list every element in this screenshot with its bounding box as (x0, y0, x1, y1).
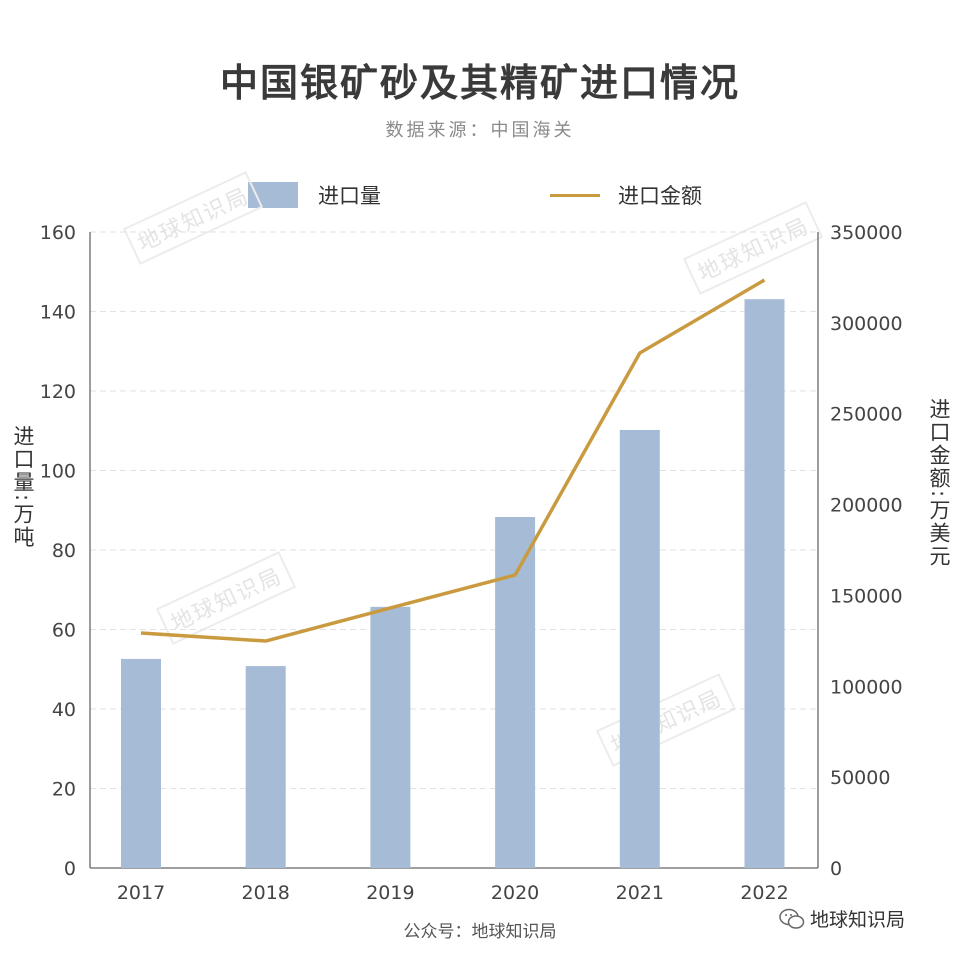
y-tick-left: 120 (40, 381, 76, 403)
legend-label: 进口量 (318, 184, 381, 208)
footer-source: 公众号：地球知识局 (403, 922, 557, 942)
y-tick-left: 140 (40, 302, 76, 324)
y-tick-left: 160 (40, 222, 76, 244)
x-tick: 2019 (366, 882, 414, 904)
y-tick-right: 150000 (830, 585, 903, 607)
legend-item-volume: 进口量 (248, 180, 381, 210)
y-tick-right: 50000 (830, 767, 890, 789)
bar-2019 (370, 606, 411, 868)
y-tick-right: 200000 (830, 495, 903, 517)
legend-bar-swatch (248, 182, 298, 208)
x-tick: 2021 (616, 882, 664, 904)
x-tick: 2022 (740, 882, 788, 904)
y-tick-left: 100 (40, 461, 76, 483)
bar-2017 (121, 658, 161, 868)
y-tick-left: 60 (52, 620, 76, 642)
x-tick: 2020 (491, 882, 539, 904)
bar-2018 (245, 666, 286, 868)
wechat-icon (779, 908, 805, 929)
chart-subtitle: 数据来源：中国海关 (385, 120, 575, 141)
y-tick-right: 250000 (830, 404, 903, 426)
y-tick-right: 300000 (830, 313, 903, 335)
y-axis-left-label: 进口量:万吨 (11, 425, 35, 550)
y-tick-right: 100000 (830, 676, 903, 698)
y-tick-left: 40 (52, 699, 76, 721)
legend-label: 进口金额 (618, 184, 702, 208)
y-axis-right-label: 进口金额:万美元 (927, 398, 951, 569)
line-series-import-value (140, 278, 766, 643)
legend-item-value: 进口金额 (550, 180, 702, 210)
y-tick-left: 0 (64, 858, 76, 880)
bar-2020 (495, 517, 536, 868)
legend-line-swatch (550, 193, 600, 197)
legend: 进口量 进口金额 (0, 180, 960, 216)
y-tick-left: 20 (52, 779, 76, 801)
brand-name: 地球知识局 (810, 909, 906, 931)
y-tick-right: 350000 (830, 222, 903, 244)
bar-2022 (744, 299, 785, 868)
y-tick-left: 80 (52, 540, 76, 562)
y-tick-right: 0 (830, 858, 842, 880)
x-tick: 2017 (117, 882, 165, 904)
x-tick: 2018 (242, 882, 290, 904)
bar-2021 (619, 429, 660, 868)
brand: 地球知识局 (778, 905, 905, 932)
chart-title: 中国银矿砂及其精矿进口情况 (219, 61, 740, 105)
